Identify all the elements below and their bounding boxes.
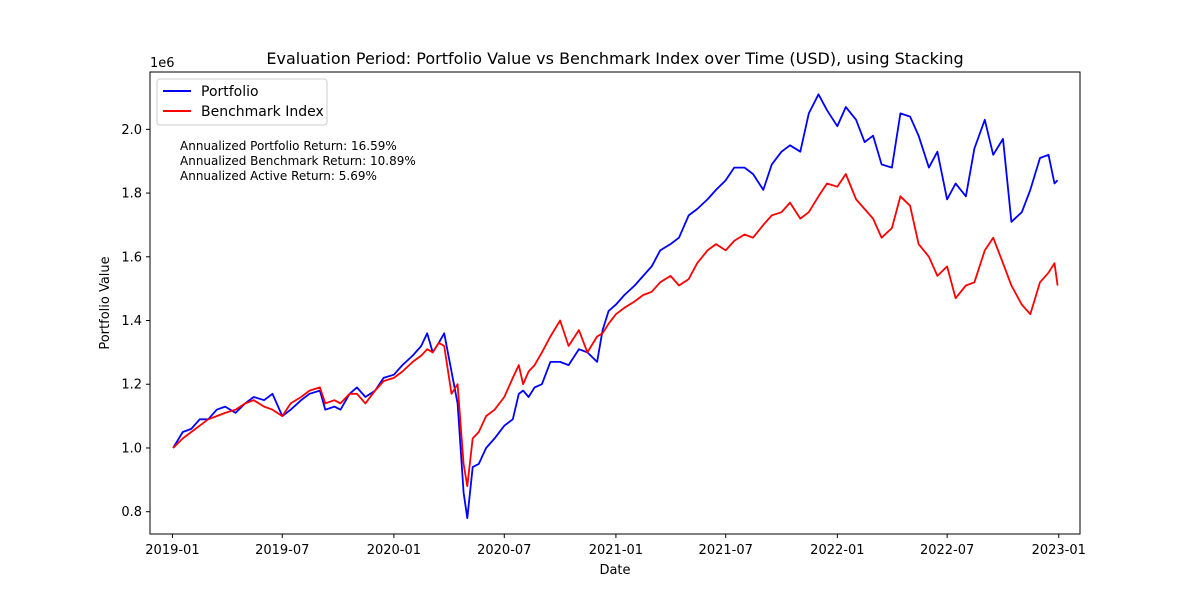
plot-area <box>150 72 1080 534</box>
annotation-block: Annualized Portfolio Return: 16.59% Annu… <box>180 139 416 183</box>
x-tick-label: 2022-01 <box>810 543 864 558</box>
annotation-benchmark-return: Annualized Benchmark Return: 10.89% <box>180 154 416 168</box>
y-tick-label: 1.0 <box>121 441 142 456</box>
x-axis-label: Date <box>599 563 630 578</box>
plot-frame <box>149 71 1081 535</box>
x-axis-ticks: 2019-01 2019-07 2020-01 2020-07 2021-01 2021-… <box>145 534 1086 558</box>
x-tick-label: 2023-01 <box>1032 543 1086 558</box>
y-tick-label: 1.8 <box>121 187 142 202</box>
series-line-benchmark-index <box>172 173 1059 488</box>
legend-label-portfolio: Portfolio <box>201 84 259 100</box>
legend: Portfolio Benchmark Index <box>156 78 328 126</box>
chart-title: Evaluation Period: Portfolio Value vs Be… <box>266 49 963 68</box>
annotation-active-return: Annualized Active Return: 5.69% <box>180 169 377 183</box>
annotation-portfolio-return: Annualized Portfolio Return: 16.59% <box>180 139 397 153</box>
y-axis-label: Portfolio Value <box>98 256 113 349</box>
series-layer <box>172 93 1059 519</box>
x-tick-label: 2022-07 <box>920 543 974 558</box>
y-offset-label: 1e6 <box>150 56 175 71</box>
y-tick-label: 0.8 <box>121 505 142 520</box>
x-tick-label: 2019-07 <box>255 543 309 558</box>
x-tick-label: 2020-01 <box>367 543 421 558</box>
x-tick-label: 2021-01 <box>589 543 643 558</box>
x-tick-label: 2020-07 <box>477 543 531 558</box>
y-axis-ticks: 0.8 1.0 1.2 1.4 1.6 1.8 2.0 <box>121 123 150 520</box>
legend-frame <box>156 78 328 126</box>
y-tick-label: 1.2 <box>121 378 142 393</box>
x-tick-label: 2021-07 <box>699 543 753 558</box>
legend-label-benchmark: Benchmark Index <box>201 104 324 120</box>
y-tick-label: 2.0 <box>121 123 142 138</box>
series-line-portfolio <box>172 93 1059 519</box>
x-tick-label: 2019-01 <box>145 543 199 558</box>
y-tick-label: 1.4 <box>121 314 142 329</box>
y-tick-label: 1.6 <box>121 250 142 265</box>
